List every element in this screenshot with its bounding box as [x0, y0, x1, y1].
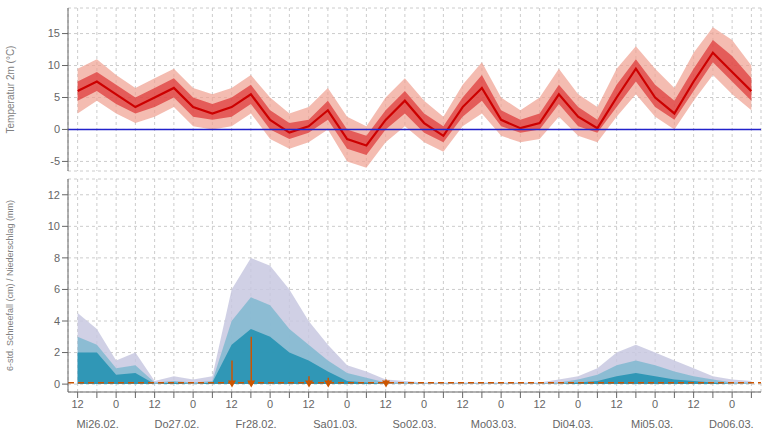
- svg-text:So02.03.: So02.03.: [392, 418, 436, 430]
- svg-text:12: 12: [149, 398, 161, 410]
- svg-text:12: 12: [226, 398, 238, 410]
- svg-text:Mi05.03.: Mi05.03.: [631, 418, 673, 430]
- svg-text:6: 6: [54, 283, 60, 295]
- svg-text:15: 15: [48, 27, 60, 39]
- svg-text:0: 0: [113, 398, 119, 410]
- svg-text:0: 0: [421, 398, 427, 410]
- svg-text:2: 2: [54, 346, 60, 358]
- svg-text:12: 12: [457, 398, 469, 410]
- svg-text:Mo03.03.: Mo03.03.: [471, 418, 517, 430]
- svg-text:4: 4: [54, 315, 60, 327]
- svg-text:8: 8: [54, 252, 60, 264]
- svg-text:0: 0: [54, 378, 60, 390]
- svg-text:0: 0: [498, 398, 504, 410]
- svg-text:0: 0: [575, 398, 581, 410]
- svg-text:Fr28.02.: Fr28.02.: [236, 418, 277, 430]
- svg-text:Sa01.03.: Sa01.03.: [313, 418, 357, 430]
- svg-text:12: 12: [688, 398, 700, 410]
- svg-text:Do06.03.: Do06.03.: [709, 418, 754, 430]
- svg-text:12: 12: [534, 398, 546, 410]
- svg-text:6-std. Schneefall (cm) / Niede: 6-std. Schneefall (cm) / Niederschlag (m…: [8, 200, 15, 371]
- svg-text:12: 12: [380, 398, 392, 410]
- svg-text:0: 0: [729, 398, 735, 410]
- svg-text:5: 5: [54, 91, 60, 103]
- svg-text:-5: -5: [50, 155, 60, 167]
- svg-text:0: 0: [652, 398, 658, 410]
- svg-text:0: 0: [344, 398, 350, 410]
- svg-text:12: 12: [48, 189, 60, 201]
- svg-text:10: 10: [48, 220, 60, 232]
- svg-text:12: 12: [611, 398, 623, 410]
- svg-text:Mi26.02.: Mi26.02.: [77, 418, 119, 430]
- svg-text:0: 0: [54, 123, 60, 135]
- svg-text:Di04.03.: Di04.03.: [552, 418, 593, 430]
- svg-text:Temperatur 2m (°C): Temperatur 2m (°C): [8, 46, 16, 134]
- svg-text:0: 0: [267, 398, 273, 410]
- svg-text:0: 0: [190, 398, 196, 410]
- svg-text:10: 10: [48, 59, 60, 71]
- svg-text:12: 12: [303, 398, 315, 410]
- svg-text:12: 12: [72, 398, 84, 410]
- svg-text:Do27.02.: Do27.02.: [155, 418, 200, 430]
